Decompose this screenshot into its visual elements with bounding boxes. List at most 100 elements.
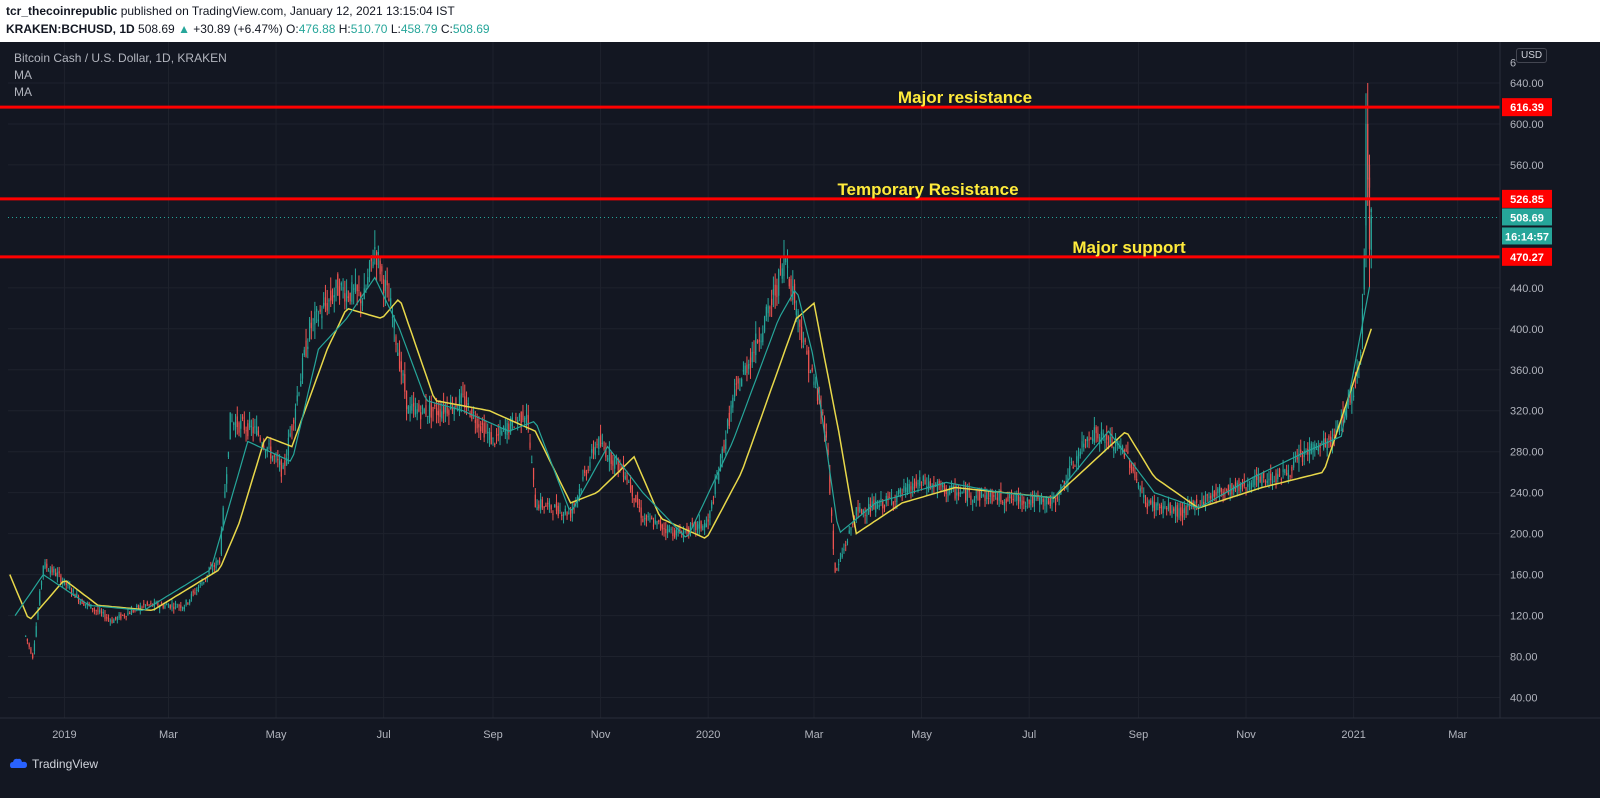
candle-body <box>672 532 674 537</box>
candle-body <box>437 410 439 416</box>
candle-body <box>1312 443 1314 453</box>
publisher-name[interactable]: tcr_thecoinrepublic <box>6 4 118 18</box>
candle-body <box>236 416 238 428</box>
candle-body <box>472 412 475 414</box>
candle-body <box>127 612 129 616</box>
candle-body <box>954 486 956 499</box>
candle-body <box>938 480 940 486</box>
candle-body <box>562 513 565 517</box>
candle-body <box>256 426 258 436</box>
time-axis[interactable]: 2019 Mar May Jul Sep Nov 2020 Mar May Jul Sep Nov 20… <box>0 717 1600 741</box>
candle-body <box>1330 436 1332 447</box>
candle-body <box>513 426 515 428</box>
price-axis[interactable]: 40.00 80.00 120.00 160.00 200.00 240.00 280.00… <box>1499 42 1600 750</box>
candle-body <box>998 492 1000 501</box>
candle-body <box>1248 488 1251 490</box>
candle-body <box>159 606 161 609</box>
candle-body <box>704 522 706 528</box>
candle-body <box>1132 466 1134 472</box>
candle-body <box>268 443 270 445</box>
candle-body <box>294 408 297 421</box>
candle-body <box>120 613 122 619</box>
candle-body <box>1160 504 1162 509</box>
candle-body <box>1187 503 1189 508</box>
candle-body <box>395 336 397 346</box>
candle-body <box>139 605 141 610</box>
candle-body <box>571 509 573 514</box>
candle-body <box>432 407 434 412</box>
candle-body <box>1331 437 1334 449</box>
candle-body <box>834 562 836 572</box>
candle-body <box>795 308 797 315</box>
candle-body <box>252 426 254 434</box>
candle-body <box>213 564 215 567</box>
candle-body <box>1058 499 1060 501</box>
candle-body <box>143 603 145 605</box>
candle-body <box>303 349 305 356</box>
candle-body <box>1353 395 1355 397</box>
candle-body <box>1280 478 1282 480</box>
candle-body <box>645 515 648 521</box>
candle-body <box>427 415 429 417</box>
candle-body <box>178 605 180 607</box>
candle-body <box>337 274 339 296</box>
candle-body <box>666 525 669 534</box>
candle-body <box>314 311 316 325</box>
candle-body <box>1277 474 1279 480</box>
candle-body <box>1054 501 1057 506</box>
candle-body <box>1333 434 1335 437</box>
candle-body <box>361 300 364 306</box>
candle-body <box>1303 450 1305 458</box>
candle-body <box>714 481 716 495</box>
candle-body <box>592 446 595 455</box>
candle-body <box>1243 481 1245 486</box>
candle-body <box>497 434 499 436</box>
candle-body <box>1181 509 1184 518</box>
candle-body <box>261 444 263 446</box>
legend-ma-1[interactable]: MA <box>14 68 32 82</box>
candle-body <box>906 483 909 494</box>
candle-body <box>1206 494 1208 496</box>
candle-body <box>1143 494 1145 498</box>
legend-ma-2[interactable]: MA <box>14 85 32 99</box>
candle-body <box>846 541 849 543</box>
candle-body <box>926 486 928 488</box>
candle-body <box>569 509 572 518</box>
candle-body <box>896 495 898 503</box>
candle-body <box>118 614 120 619</box>
candle-body <box>922 476 924 481</box>
candle-body <box>271 456 274 461</box>
currency-selector[interactable]: USD <box>1516 48 1548 63</box>
y-tick-label: 160.00 <box>1510 570 1544 582</box>
candle-body <box>838 563 840 566</box>
candle-body <box>659 521 662 528</box>
candle-body <box>125 616 127 618</box>
tradingview-brand: TradingView <box>32 757 99 771</box>
candle-body <box>543 506 545 509</box>
candle-body <box>141 607 143 609</box>
candle-body <box>1047 501 1050 504</box>
y-tick-label: 320.00 <box>1510 406 1544 418</box>
candle-body <box>748 364 750 369</box>
candle-body <box>386 280 388 286</box>
candle-body <box>37 610 39 619</box>
candle-body <box>778 269 780 296</box>
candle-body <box>1354 384 1356 388</box>
candle-body <box>455 398 457 408</box>
price-chart[interactable]: Major resistance Temporary Resistance Majo… <box>0 42 1600 750</box>
candle-body <box>518 414 521 418</box>
candle-body <box>111 619 113 623</box>
candle-body <box>211 569 214 571</box>
candle-body <box>875 500 877 513</box>
candle-body <box>705 523 707 528</box>
candle-body <box>1167 503 1170 509</box>
tradingview-logo[interactable]: TradingView <box>10 757 98 771</box>
candle-body <box>688 528 690 536</box>
x-tick-label: Sep <box>483 729 503 741</box>
candle-body <box>859 507 861 512</box>
candle-body <box>917 483 919 485</box>
candle-body <box>1083 443 1085 448</box>
candle-body <box>296 395 298 402</box>
candle-body <box>1146 503 1148 509</box>
candle-body <box>603 447 605 449</box>
